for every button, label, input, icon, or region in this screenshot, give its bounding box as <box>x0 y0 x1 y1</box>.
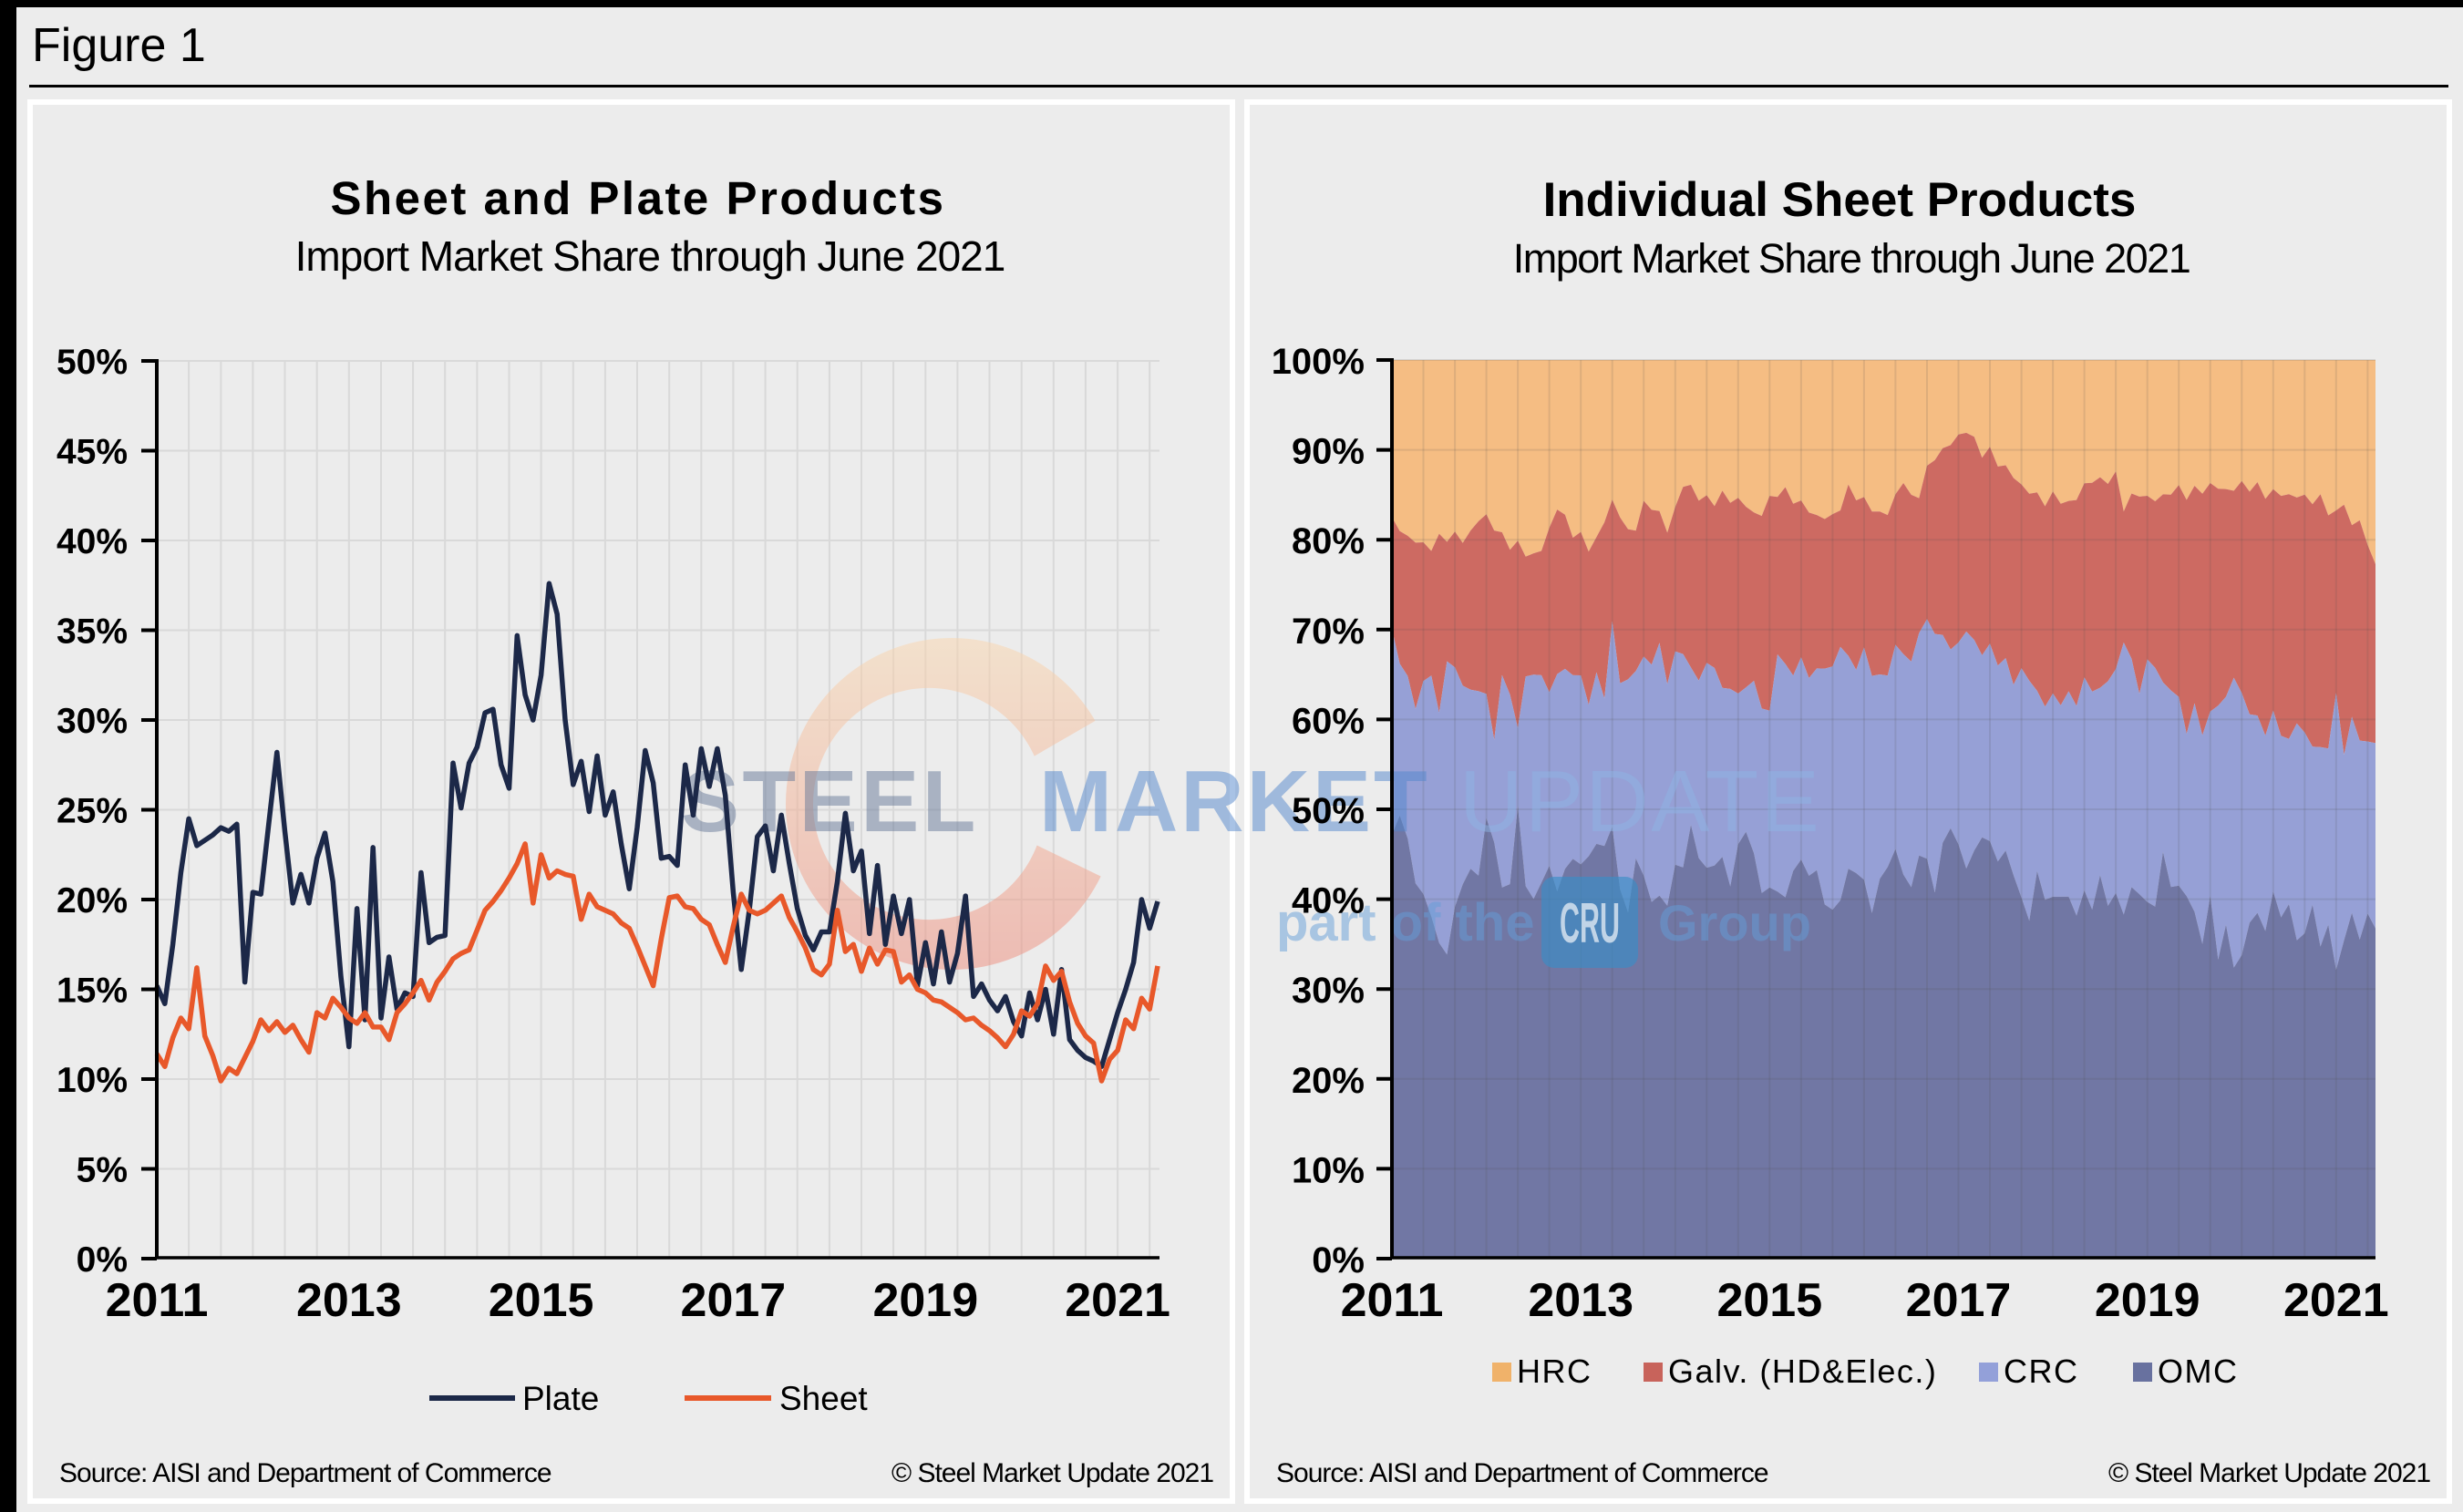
svg-text:20%: 20% <box>57 881 128 921</box>
svg-text:2019: 2019 <box>872 1274 978 1327</box>
svg-text:2019: 2019 <box>2095 1274 2200 1327</box>
svg-text:45%: 45% <box>57 433 128 472</box>
svg-text:2013: 2013 <box>1528 1274 1633 1327</box>
svg-text:Sheet: Sheet <box>779 1380 868 1417</box>
svg-text:60%: 60% <box>1292 701 1365 741</box>
svg-text:OMC: OMC <box>2158 1353 2239 1390</box>
svg-text:90%: 90% <box>1292 432 1365 472</box>
svg-text:CRU: CRU <box>1560 892 1620 955</box>
svg-text:2017: 2017 <box>1906 1274 2012 1327</box>
svg-text:Import Market Share through Ju: Import Market Share through June 2021 <box>1513 235 2190 282</box>
svg-text:Source: AISI and Department of: Source: AISI and Department of Commerce <box>59 1458 551 1488</box>
svg-text:2013: 2013 <box>296 1274 402 1327</box>
svg-text:30%: 30% <box>57 702 128 741</box>
svg-text:2015: 2015 <box>1716 1274 1822 1327</box>
svg-text:25%: 25% <box>57 792 128 831</box>
svg-text:HRC: HRC <box>1517 1353 1592 1390</box>
svg-text:0%: 0% <box>77 1240 128 1280</box>
svg-text:© Steel Market Update 2021: © Steel Market Update 2021 <box>2108 1458 2430 1488</box>
svg-text:CRC: CRC <box>2004 1353 2079 1390</box>
svg-text:40%: 40% <box>57 522 128 561</box>
svg-text:30%: 30% <box>1292 971 1365 1011</box>
svg-text:2011: 2011 <box>106 1274 209 1327</box>
svg-text:80%: 80% <box>1292 521 1365 561</box>
svg-text:Import Market Share through Ju: Import Market Share through June 2021 <box>295 232 1005 280</box>
svg-text:0%: 0% <box>1312 1240 1365 1281</box>
svg-text:70%: 70% <box>1292 612 1365 652</box>
svg-text:Individual Sheet Products: Individual Sheet Products <box>1543 173 2137 227</box>
svg-text:2021: 2021 <box>1065 1274 1170 1327</box>
svg-text:100%: 100% <box>1272 342 1365 382</box>
svg-text:50%: 50% <box>1292 791 1365 831</box>
svg-text:20%: 20% <box>1292 1061 1365 1101</box>
svg-text:35%: 35% <box>57 612 128 652</box>
svg-text:10%: 10% <box>57 1061 128 1100</box>
svg-text:© Steel Market Update 2021: © Steel Market Update 2021 <box>891 1458 1213 1488</box>
svg-text:UPDATE: UPDATE <box>1459 753 1821 850</box>
svg-text:5%: 5% <box>77 1151 128 1190</box>
svg-text:Galv. (HD&Elec.): Galv. (HD&Elec.) <box>1668 1353 1937 1390</box>
svg-text:2011: 2011 <box>1341 1274 1444 1327</box>
svg-text:MARKET: MARKET <box>1039 753 1430 850</box>
svg-text:Sheet and Plate Products: Sheet and Plate Products <box>331 172 946 224</box>
svg-text:15%: 15% <box>57 972 128 1011</box>
svg-text:Plate: Plate <box>522 1380 599 1417</box>
svg-text:part of the: part of the <box>1276 893 1535 952</box>
svg-text:50%: 50% <box>57 343 128 382</box>
svg-text:40%: 40% <box>1292 881 1365 921</box>
svg-text:Source: AISI and Department of: Source: AISI and Department of Commerce <box>1276 1458 1768 1488</box>
svg-text:Group: Group <box>1658 894 1811 951</box>
svg-text:2021: 2021 <box>2283 1274 2389 1327</box>
svg-text:10%: 10% <box>1292 1150 1365 1190</box>
svg-text:2015: 2015 <box>489 1274 594 1327</box>
svg-text:2017: 2017 <box>681 1274 787 1327</box>
